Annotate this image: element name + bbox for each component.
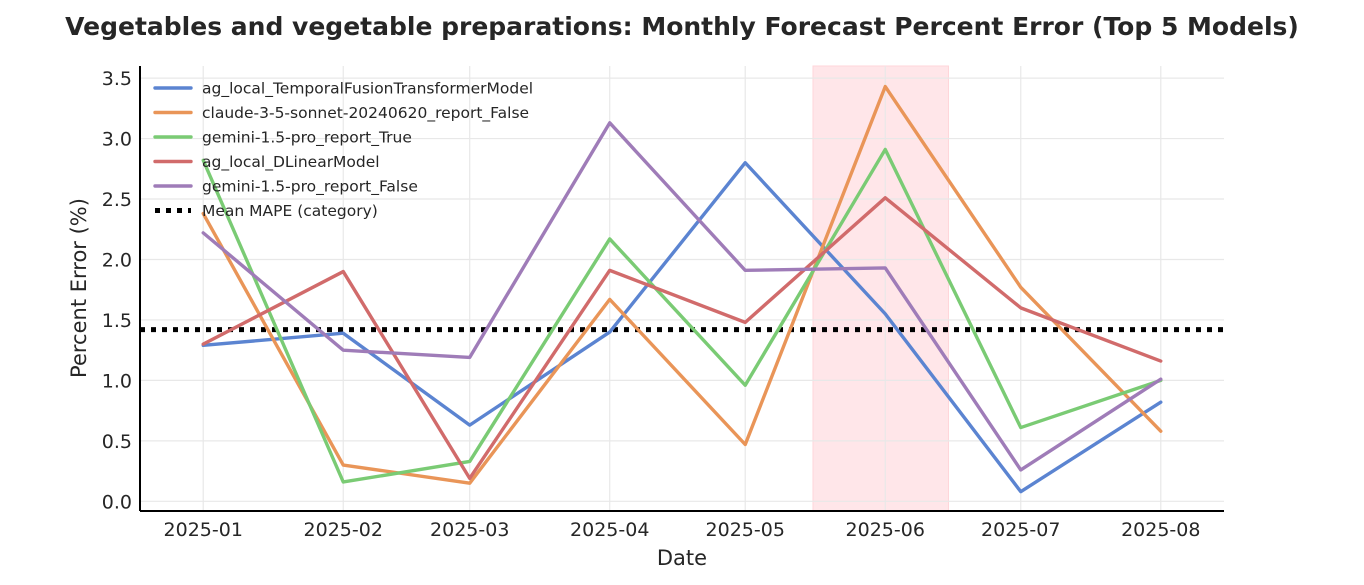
series-line-3 [201, 147, 1163, 484]
y-tick-label: 0.5 [102, 431, 132, 453]
legend-label: claude-3-5-sonnet-20240620_report_False [202, 104, 529, 123]
series-layer [201, 84, 1163, 494]
legend-label: ag_local_DLinearModel [202, 153, 380, 172]
x-tick-labels: 2025-01 2025-02 2025-03 2025-04 2025-05 2025-… [164, 519, 1201, 541]
y-tick-label: 1.5 [102, 310, 132, 332]
series-line-2 [201, 84, 1163, 485]
axes-layer [139, 66, 1224, 512]
legend-entry: Mean MAPE (category) [155, 202, 378, 220]
y-tick-labels: 0.0 0.5 1.0 1.5 2.0 2.5 3.0 3.5 [102, 68, 132, 513]
legend-entry: claude-3-5-sonnet-20240620_report_False [153, 104, 529, 123]
y-tick-label: 2.0 [102, 249, 132, 271]
x-tick-label: 2025-08 [1121, 519, 1200, 541]
x-tick-label: 2025-03 [430, 519, 509, 541]
series-line-5 [201, 121, 1163, 472]
y-tick-label: 1.0 [102, 370, 132, 392]
legend-label: gemini-1.5-pro_report_False [202, 178, 418, 197]
legend-entry: ag_local_DLinearModel [153, 153, 380, 172]
y-tick-label: 3.5 [102, 68, 132, 90]
legend-entry: ag_local_TemporalFusionTransformerModel [153, 80, 533, 99]
highlight-region [812, 65, 949, 512]
x-tick-label: 2025-05 [706, 519, 785, 541]
legend-entry: gemini-1.5-pro_report_True [153, 129, 412, 148]
chart-title: Vegetables and vegetable preparations: M… [65, 12, 1299, 41]
legend-label: gemini-1.5-pro_report_True [202, 129, 412, 148]
x-tick-label: 2025-06 [846, 519, 925, 541]
x-axis-label: Date [657, 546, 707, 570]
series-line-4 [201, 196, 1163, 481]
legend: ag_local_TemporalFusionTransformerModelc… [153, 80, 533, 220]
y-tick-label: 3.0 [102, 129, 132, 151]
x-tick-label: 2025-02 [304, 519, 383, 541]
y-tick-label: 2.5 [102, 189, 132, 211]
y-axis-label: Percent Error (%) [67, 198, 91, 378]
x-tick-label: 2025-04 [570, 519, 649, 541]
legend-entry: gemini-1.5-pro_report_False [153, 178, 418, 197]
y-tick-label: 0.0 [102, 491, 132, 513]
legend-label: ag_local_TemporalFusionTransformerModel [202, 80, 533, 99]
legend-label: Mean MAPE (category) [202, 202, 378, 220]
series-line-1 [201, 161, 1163, 494]
x-tick-label: 2025-07 [981, 519, 1060, 541]
highlight-layer [812, 65, 949, 512]
x-tick-label: 2025-01 [164, 519, 243, 541]
